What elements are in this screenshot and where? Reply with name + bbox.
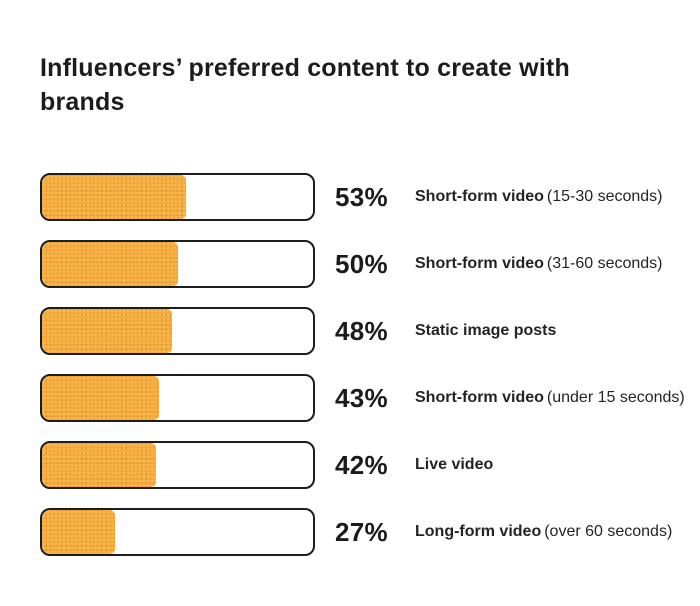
category-label: Long-form video (over 60 seconds) bbox=[415, 523, 672, 541]
bar-fill bbox=[42, 309, 173, 353]
bar-track bbox=[40, 508, 315, 556]
category-detail: (15-30 seconds) bbox=[546, 188, 663, 205]
bar-row: 43% Short-form video (under 15 seconds) bbox=[40, 374, 685, 422]
category-label: Static image posts bbox=[415, 322, 556, 340]
category-name: Short-form video bbox=[415, 188, 544, 205]
bar-fill bbox=[42, 242, 178, 286]
bar-chart: 53% Short-form video (15-30 seconds) 50% … bbox=[40, 173, 685, 575]
bar-fill bbox=[42, 443, 156, 487]
bar-track bbox=[40, 374, 315, 422]
category-detail: (over 60 seconds) bbox=[544, 523, 673, 540]
category-name: Short-form video bbox=[415, 255, 544, 272]
bar-row: 48% Static image posts bbox=[40, 307, 685, 355]
category-label: Short-form video (31-60 seconds) bbox=[415, 255, 663, 273]
percent-label: 43% bbox=[335, 382, 388, 413]
category-label: Short-form video (15-30 seconds) bbox=[415, 188, 663, 206]
bar-track bbox=[40, 240, 315, 288]
bar-fill bbox=[42, 510, 116, 554]
percent-label: 27% bbox=[335, 516, 388, 547]
percent-label: 48% bbox=[335, 315, 388, 346]
category-name: Short-form video bbox=[415, 389, 544, 406]
category-detail: (31-60 seconds) bbox=[546, 255, 663, 272]
percent-label: 53% bbox=[335, 181, 388, 212]
percent-label: 42% bbox=[335, 449, 388, 480]
page-title: Influencers’ preferred content to create… bbox=[40, 54, 570, 116]
category-name: Static image posts bbox=[415, 322, 557, 339]
bar-row: 42% Live video bbox=[40, 441, 685, 489]
category-name: Long-form video bbox=[415, 523, 542, 540]
bar-track bbox=[40, 441, 315, 489]
bar-row: 53% Short-form video (15-30 seconds) bbox=[40, 173, 685, 221]
bar-fill bbox=[42, 376, 159, 420]
bar-fill bbox=[42, 175, 186, 219]
bar-track bbox=[40, 307, 315, 355]
bar-row: 50% Short-form video (31-60 seconds) bbox=[40, 240, 685, 288]
category-name: Live video bbox=[415, 456, 494, 473]
bar-row: 27% Long-form video (over 60 seconds) bbox=[40, 508, 685, 556]
percent-label: 50% bbox=[335, 248, 388, 279]
category-label: Live video bbox=[415, 456, 493, 474]
bar-track bbox=[40, 173, 315, 221]
category-label: Short-form video (under 15 seconds) bbox=[415, 389, 685, 407]
category-detail: (under 15 seconds) bbox=[546, 389, 685, 406]
